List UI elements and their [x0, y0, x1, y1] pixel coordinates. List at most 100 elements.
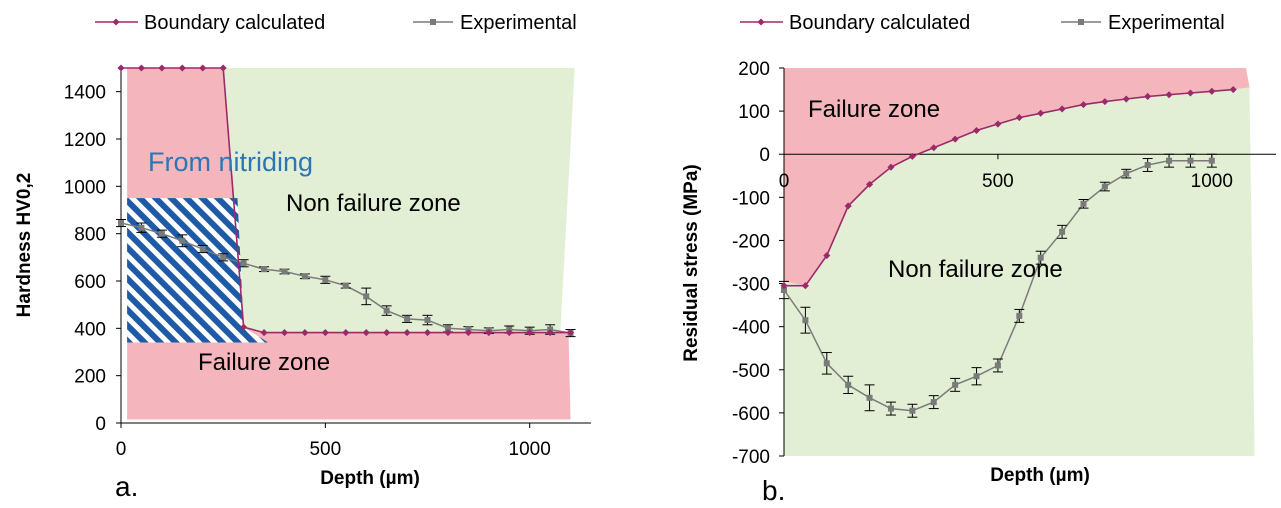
boundary-point-a [158, 64, 166, 72]
boundary-point-b [951, 135, 959, 143]
y-tick-label-b: -400 [732, 318, 770, 339]
residual-stress-chart: -700 -600 -500 -400 -300 -200 -100 0 100 200 0 500… [681, 12, 1276, 506]
boundary-line-b [784, 88, 1234, 287]
annotation-non-failure-zone-b: Non failure zone [888, 256, 1063, 283]
boundary-point-a [301, 329, 309, 337]
experimental-point-a [301, 273, 308, 280]
experimental-point-a [158, 230, 165, 237]
boundary-point-a [137, 64, 145, 72]
experimental-point-b [1101, 183, 1108, 190]
legend-label-experimental-a: Experimental [460, 12, 577, 34]
experimental-point-b [845, 381, 852, 388]
experimental-point-a [118, 220, 124, 227]
experimental-point-b [1123, 170, 1130, 177]
experimental-point-a [363, 293, 370, 300]
x-tick-label-b: 500 [982, 171, 1014, 192]
failure-zone-b [784, 68, 1250, 286]
experimental-point-b [802, 317, 809, 324]
experimental-point-b [952, 381, 959, 388]
legend-a: Boundary calculated Experimental [95, 12, 577, 34]
experimental-point-a [261, 266, 268, 273]
boundary-point-a [485, 329, 493, 337]
x-tick-label-a: 1000 [509, 439, 551, 460]
y-tick-label-a: 1200 [64, 130, 106, 151]
experimental-point-b [1059, 228, 1066, 235]
x-tick-label-b: 1000 [1191, 171, 1233, 192]
boundary-point-a [403, 329, 411, 337]
boundary-point-b [887, 163, 895, 171]
zones-b [784, 68, 1255, 457]
boundary-point-a [526, 329, 534, 337]
y-tick-label-b: 100 [738, 102, 770, 123]
experimental-point-a [424, 317, 431, 324]
y-tick-label-a: 800 [74, 225, 106, 246]
experimental-point-a [138, 224, 145, 231]
boundary-point-a [342, 329, 350, 337]
x-tick-label-b: 0 [779, 171, 790, 192]
experimental-point-b [1037, 254, 1044, 261]
experimental-point-b [909, 407, 916, 414]
boundary-point-a [546, 329, 554, 337]
experimental-point-a [240, 260, 247, 267]
y-axis-label-a: Hardness HV0,2 [14, 173, 35, 318]
series-a [116, 64, 576, 338]
boundary-point-a [219, 64, 227, 72]
experimental-point-b [866, 394, 873, 401]
experimental-point-b [1208, 157, 1215, 164]
boundary-point-a [321, 329, 329, 337]
boundary-point-b [930, 144, 938, 152]
x-tick-label-a: 500 [309, 439, 341, 460]
experimental-point-a [322, 276, 329, 283]
legend-marker-experimental-b [1078, 19, 1084, 25]
experimental-point-b [973, 373, 980, 380]
y-tick-label-b: 200 [738, 59, 770, 80]
legend-label-boundary-b: Boundary calculated [789, 12, 970, 34]
experimental-point-a [444, 325, 451, 332]
legend-marker-boundary-a [112, 18, 120, 26]
panel-label-a: a. [115, 471, 138, 502]
experimental-point-a [342, 282, 349, 289]
boundary-point-b [972, 126, 981, 135]
boundary-point-a [280, 329, 289, 337]
boundary-point-a [260, 329, 268, 337]
hardness-chart: 0 200 400 600 800 1000 1200 1400 0 500 1000 From … [14, 12, 591, 502]
x-axis-label-b: Depth (µm) [990, 465, 1090, 486]
boundary-point-b [801, 282, 809, 290]
boundary-point-b [844, 202, 852, 210]
experimental-point-b [1187, 157, 1194, 164]
experimental-point-b [1016, 312, 1023, 319]
experimental-point-b [1166, 157, 1173, 164]
experimental-point-b [823, 360, 830, 367]
experimental-point-b [1080, 200, 1087, 207]
y-tick-label-a: 400 [74, 319, 106, 340]
legend-marker-boundary-b [757, 18, 765, 26]
annotation-failure-zone-a: Failure zone [198, 349, 330, 376]
series-b [779, 86, 1237, 418]
experimental-point-a [281, 268, 288, 275]
x-ticks-a: 0 500 1000 [116, 423, 551, 460]
annotation-from-nitriding: From nitriding [148, 147, 313, 177]
x-axis-label-a: Depth (µm) [320, 468, 420, 489]
experimental-point-b [994, 362, 1001, 369]
panel-label-b: b. [762, 475, 785, 506]
y-tick-label-a: 0 [95, 414, 106, 435]
legend-b: Boundary calculated Experimental [740, 12, 1225, 34]
y-ticks-b: -700 -600 -500 -400 -300 -200 -100 0 100 200 [732, 59, 784, 468]
experimental-point-b [781, 287, 787, 294]
x-tick-label-a: 0 [116, 439, 127, 460]
y-ticks-a: 0 200 400 600 800 1000 1200 1400 [64, 83, 121, 435]
boundary-point-a [383, 329, 391, 337]
y-tick-label-b: -300 [732, 275, 770, 296]
y-tick-label-a: 200 [74, 367, 106, 388]
boundary-point-b [1015, 114, 1023, 122]
legend-label-boundary-a: Boundary calculated [144, 12, 325, 34]
boundary-point-a [464, 329, 472, 337]
boundary-point-a [444, 329, 452, 337]
experimental-point-a [383, 307, 390, 314]
experimental-point-a [220, 254, 227, 261]
experimental-point-a [199, 246, 206, 253]
y-tick-label-a: 600 [74, 272, 106, 293]
boundary-point-b [908, 152, 916, 160]
boundary-point-a [178, 64, 186, 72]
